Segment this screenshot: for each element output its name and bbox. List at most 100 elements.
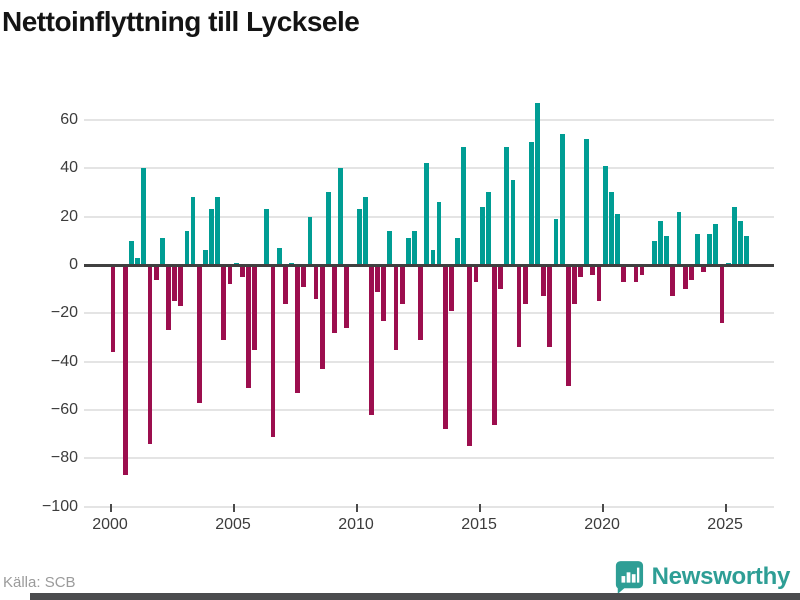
bar-2004Q2 — [215, 197, 221, 265]
bar-2002Q2 — [166, 265, 171, 331]
bar-2025Q4 — [744, 235, 750, 265]
bar-2018Q4 — [572, 265, 577, 304]
bar-2005Q4 — [252, 265, 257, 350]
bar-2010Q1 — [356, 209, 362, 265]
newsworthy-logo: Newsworthy — [614, 560, 790, 594]
bar-2003Q2 — [190, 197, 196, 265]
bar-2014Q2 — [461, 146, 467, 265]
bar-2024Q2 — [707, 233, 713, 265]
bar-2013Q2 — [436, 202, 442, 265]
bar-2018Q1 — [553, 219, 559, 265]
bar-2020Q3 — [615, 214, 620, 265]
bar-2002Q4 — [178, 265, 184, 307]
bar-2016Q2 — [510, 180, 516, 265]
x-axis-label-2025: 2025 — [707, 515, 743, 533]
gridline--60 — [84, 409, 774, 411]
bar-2024Q3 — [713, 223, 719, 265]
bar-2017Q4 — [547, 265, 553, 348]
bar-2016Q1 — [504, 146, 510, 265]
bar-2020Q1 — [602, 165, 608, 265]
bar-2022Q1 — [651, 240, 657, 265]
bar-2008Q1 — [307, 216, 313, 265]
bar-2022Q3 — [664, 235, 670, 265]
newsworthy-wordmark: Newsworthy — [651, 563, 791, 590]
bar-2007Q1 — [282, 265, 288, 304]
bar-2015Q3 — [492, 265, 497, 425]
bar-2017Q3 — [541, 265, 547, 297]
bar-2016Q4 — [522, 265, 528, 304]
bar-2008Q3 — [319, 265, 325, 369]
bar-2019Q3 — [590, 265, 596, 275]
bar-2000Q4 — [129, 240, 134, 265]
x-axis-tick-2025 — [725, 503, 728, 512]
bar-2015Q4 — [498, 265, 503, 290]
bar-2013Q3 — [442, 265, 448, 430]
x-axis-tick-2000 — [110, 503, 112, 512]
bar-2001Q1 — [135, 257, 141, 265]
x-axis-label-2000: 2000 — [92, 515, 128, 533]
gridline--80 — [84, 457, 774, 460]
bar-2006Q2 — [264, 209, 270, 265]
y-axis-label-20: 20 — [60, 207, 78, 225]
bar-2014Q3 — [467, 265, 473, 447]
bar-2024Q4 — [719, 265, 725, 323]
x-axis-tick-2010 — [356, 503, 359, 512]
bar-2005Q3 — [246, 265, 251, 389]
bar-2001Q2 — [141, 168, 147, 265]
bar-2002Q1 — [159, 238, 165, 265]
bar-2005Q2 — [239, 265, 245, 278]
bar-2025Q3 — [738, 221, 743, 265]
bar-2022Q2 — [658, 221, 663, 265]
bar-2020Q4 — [621, 265, 627, 282]
bar-2018Q3 — [565, 265, 571, 386]
bar-2021Q2 — [633, 265, 639, 282]
bar-2014Q4 — [473, 265, 479, 282]
y-axis-label--100: −100 — [41, 497, 78, 515]
bar-2010Q2 — [362, 197, 368, 265]
x-axis-label-2005: 2005 — [215, 515, 251, 533]
bar-2009Q3 — [344, 265, 350, 328]
bar-2023Q2 — [682, 265, 688, 290]
bar-2010Q4 — [375, 265, 380, 292]
bar-2000Q3 — [123, 265, 128, 476]
bar-2012Q1 — [405, 238, 411, 265]
chart-title: Nettoinflyttning till Lycksele — [2, 6, 360, 37]
bar-2022Q4 — [670, 265, 676, 297]
bar-2003Q4 — [202, 250, 208, 265]
bar-2019Q1 — [578, 265, 583, 278]
bar-2013Q4 — [449, 265, 454, 311]
x-axis-label-2020: 2020 — [584, 515, 620, 533]
bar-2012Q4 — [424, 163, 430, 265]
bar-2013Q1 — [430, 250, 436, 265]
bar-2015Q2 — [485, 192, 491, 265]
bar-2002Q3 — [172, 265, 177, 302]
bar-2001Q3 — [147, 265, 153, 444]
bar-2019Q2 — [584, 139, 590, 265]
bar-2023Q1 — [676, 211, 682, 265]
gridline--40 — [84, 360, 774, 363]
x-axis-label-2010: 2010 — [338, 515, 374, 533]
y-axis-label-40: 40 — [60, 159, 78, 177]
bar-2010Q3 — [369, 265, 374, 415]
gridline--100 — [84, 505, 774, 508]
y-axis-label-60: 60 — [60, 110, 78, 128]
bottom-brand-bar — [30, 593, 800, 600]
gridline--20 — [84, 312, 774, 315]
bar-2017Q2 — [535, 103, 540, 265]
bar-2004Q1 — [209, 209, 214, 265]
bar-2007Q4 — [301, 265, 307, 287]
y-axis-label--40: −40 — [50, 352, 78, 370]
newsworthy-bubble-chart-icon — [614, 560, 644, 594]
bar-2024Q1 — [701, 265, 706, 273]
bar-2006Q3 — [270, 265, 276, 437]
bar-2015Q1 — [479, 206, 485, 265]
bar-2007Q3 — [295, 265, 301, 394]
bar-2023Q3 — [688, 265, 694, 280]
bar-2018Q2 — [559, 134, 565, 265]
bar-2012Q3 — [418, 265, 424, 340]
x-axis-tick-2005 — [233, 503, 236, 512]
bar-2004Q4 — [227, 265, 233, 285]
x-axis-tick-2015 — [479, 503, 482, 512]
